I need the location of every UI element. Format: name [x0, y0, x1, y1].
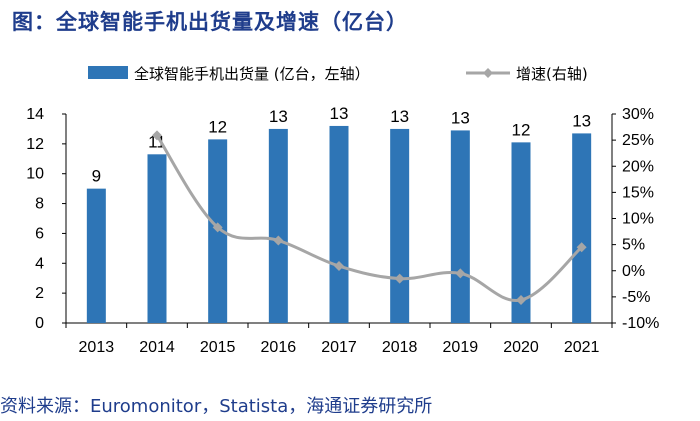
x-axis-tick-label: 2021	[564, 339, 600, 356]
bar	[147, 154, 167, 323]
legend-line-marker	[483, 68, 493, 78]
axes: 0 2 4 6 8 10 12 14 -10% -5% 0% 5% 10% 15% 20% 25% 30% 201…	[26, 106, 659, 356]
right-axis-tick-label: 25%	[622, 132, 654, 149]
line-point	[334, 261, 344, 272]
right-axis-tick-label: -5%	[622, 289, 650, 306]
legend-bar-label: 全球智能手机出货量 (亿台，左轴）	[134, 65, 370, 83]
left-axis-tick-label: 8	[35, 196, 44, 213]
left-axis-tick-label: 10	[26, 166, 44, 183]
x-axis-tick-label: 2019	[443, 339, 479, 356]
line-point	[152, 130, 162, 141]
x-axis-tick-label: 2016	[261, 339, 297, 356]
left-axis-tick-label: 2	[35, 285, 44, 302]
bar-data-label: 13	[572, 111, 591, 130]
chart-title: 图：全球智能手机出货量及增速（亿台）	[12, 10, 408, 34]
right-axis-tick-label: 5%	[622, 237, 645, 254]
bar	[450, 130, 470, 323]
legend: 全球智能手机出货量 (亿台，左轴） 增速(右轴)	[88, 65, 588, 83]
right-axis-tick-label: -10%	[622, 315, 659, 332]
bar-series	[86, 125, 592, 323]
right-axis-tick-label: 0%	[622, 263, 645, 280]
right-axis-tick-label: 10%	[622, 211, 654, 228]
bar-data-label: 13	[390, 107, 409, 126]
legend-line-label: 增速(右轴)	[516, 65, 588, 83]
line-point	[394, 273, 405, 284]
left-axis-tick-label: 4	[35, 255, 44, 272]
bar-data-label: 11	[148, 132, 166, 151]
right-axis-tick-label: 15%	[622, 184, 654, 201]
x-axis-tick-label: 2020	[503, 339, 539, 356]
bar-data-label: 12	[512, 120, 531, 139]
right-axis-tick-label: 20%	[622, 158, 654, 175]
bar	[390, 128, 410, 323]
bar-data-label: 13	[451, 108, 470, 127]
line-point	[273, 235, 284, 246]
bar	[268, 128, 288, 323]
left-axis-tick-label: 6	[35, 225, 44, 242]
left-axis-tick-label: 14	[26, 106, 44, 123]
right-axis-tick-label: 30%	[622, 106, 654, 123]
line-point	[455, 268, 466, 279]
bar	[511, 142, 531, 323]
line-point	[212, 222, 223, 233]
bar-data-label: 9	[92, 167, 101, 186]
line-point	[516, 295, 526, 306]
bar	[86, 188, 106, 323]
bar	[329, 125, 349, 323]
bar-data-label: 13	[269, 107, 288, 126]
left-axis-tick-label: 0	[35, 315, 44, 332]
bar-data-label: 12	[208, 117, 227, 136]
x-axis-tick-label: 2018	[382, 339, 418, 356]
bar-data-labels: 9 11 12 13 13 13 13 12 13	[92, 104, 592, 186]
line-series	[152, 130, 587, 306]
line-point	[576, 242, 587, 253]
source-note: 资料来源：Euromonitor，Statista，海通证券研究所	[0, 396, 433, 417]
x-axis-tick-label: 2014	[139, 339, 175, 356]
left-axis-tick-label: 12	[26, 136, 44, 153]
x-axis-tick-label: 2013	[79, 339, 115, 356]
x-axis-tick-label: 2017	[321, 339, 357, 356]
bar	[572, 133, 592, 323]
bar-data-label: 13	[330, 104, 349, 123]
x-axis-tick-label: 2015	[200, 339, 236, 356]
legend-bar-swatch	[88, 66, 128, 79]
